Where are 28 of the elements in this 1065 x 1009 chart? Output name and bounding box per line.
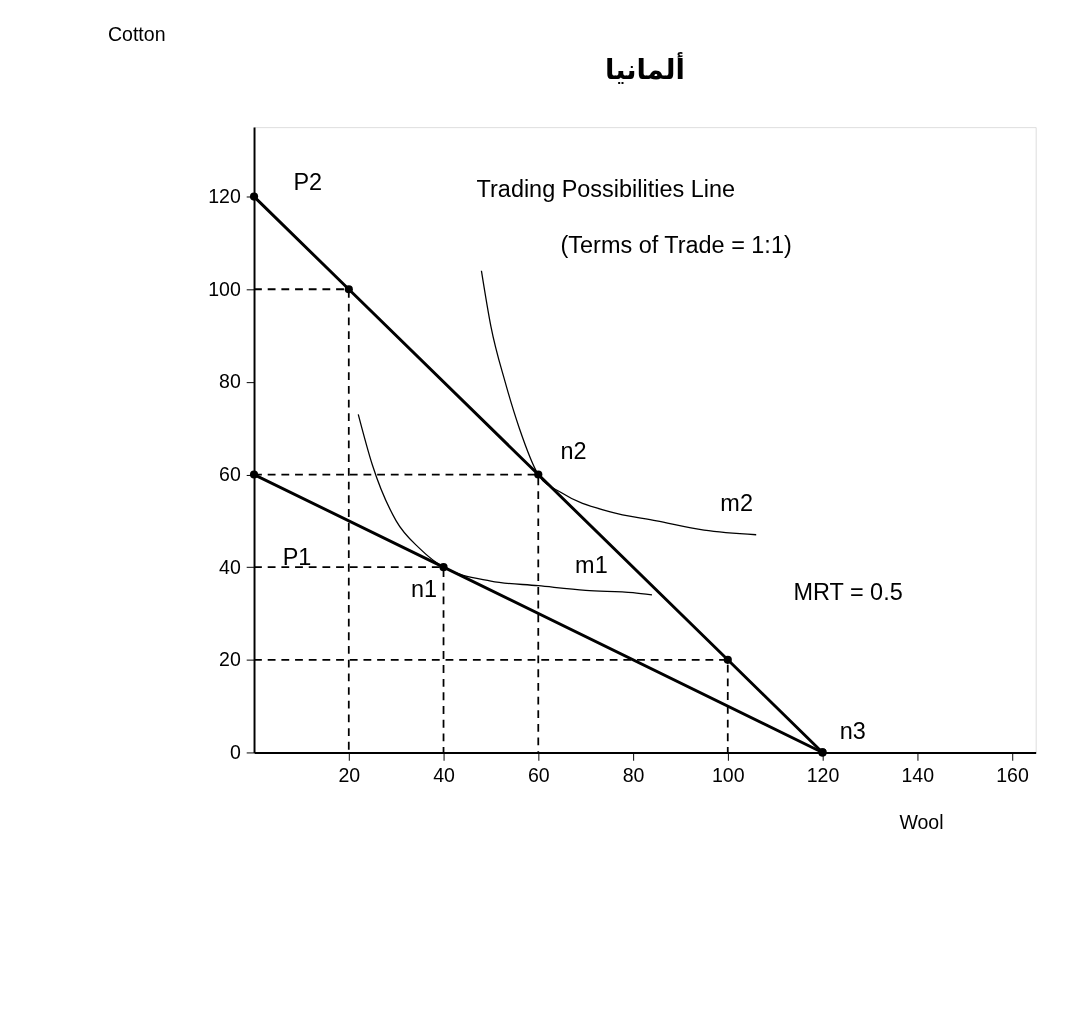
x-tick-label: 80 bbox=[622, 764, 645, 787]
y-tick-label: 100 bbox=[208, 277, 241, 300]
x-tick-label: 100 bbox=[711, 764, 745, 787]
y-tick-label: 120 bbox=[208, 184, 241, 207]
annotation: n2 bbox=[560, 437, 587, 464]
chart-title: ألمانيا bbox=[604, 52, 685, 86]
annotation: P1 bbox=[282, 544, 312, 571]
x-tick-label: 160 bbox=[996, 764, 1029, 787]
annotation: m2 bbox=[720, 490, 753, 517]
y-tick-label: 40 bbox=[219, 555, 241, 578]
annotation: n3 bbox=[839, 717, 866, 744]
annotation: m1 bbox=[575, 552, 608, 579]
y-axis-title: Cotton bbox=[107, 22, 166, 45]
y-tick-label: 0 bbox=[229, 740, 241, 763]
annotation: n1 bbox=[410, 576, 438, 603]
annotation: (Terms of Trade = 1:1) bbox=[560, 231, 792, 258]
annotation: Trading Possibilities Line bbox=[476, 175, 735, 202]
x-tick-label: 40 bbox=[433, 764, 456, 787]
annotation: MRT = 0.5 bbox=[793, 578, 903, 605]
x-axis-title: Wool bbox=[899, 811, 944, 834]
x-tick-label: 140 bbox=[901, 764, 935, 787]
x-tick-label: 20 bbox=[338, 764, 361, 787]
y-tick-label: 20 bbox=[219, 648, 241, 671]
x-tick-label: 60 bbox=[527, 764, 550, 787]
x-tick-label: 120 bbox=[806, 764, 840, 787]
y-tick-label: 60 bbox=[219, 462, 241, 485]
annotation: P2 bbox=[293, 168, 323, 195]
y-tick-label: 80 bbox=[219, 370, 241, 393]
